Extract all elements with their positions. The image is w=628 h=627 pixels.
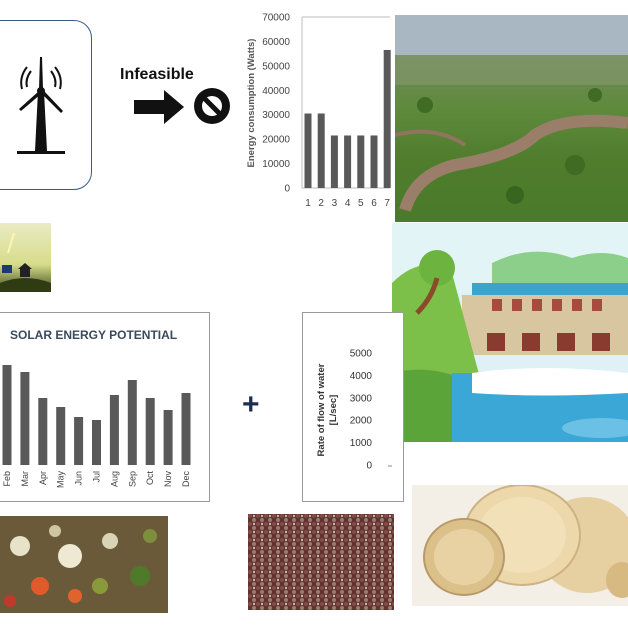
month-tick-label: Oct: [145, 471, 155, 486]
solar-chart-title: SOLAR ENERGY POTENTIAL: [10, 328, 178, 342]
x-tick-label: 3: [332, 198, 338, 209]
solar-house-illustration: [0, 223, 51, 292]
energy-bar: [344, 135, 352, 188]
flow-chart-frame: [302, 312, 404, 502]
y-tick-label: 40000: [262, 86, 290, 97]
flow-y-tick-label: 1000: [350, 438, 373, 449]
wind-turbine-icon: [17, 57, 65, 154]
flow-y-tick-label: 2000: [350, 416, 373, 427]
y-tick-label: 10000: [262, 159, 290, 170]
energy-bar: [304, 113, 312, 188]
river-valley-photo: [395, 15, 628, 222]
infeasible-label: Infeasible: [120, 66, 194, 83]
month-tick-label: Sep: [127, 471, 137, 487]
x-tick-label: 4: [345, 198, 351, 209]
x-tick-label: 1: [305, 198, 311, 209]
water-flow-chart: 0 1000 2000 3000 4000 5000 Rate of flow of wa…: [316, 349, 392, 472]
solar-bar: [74, 417, 84, 465]
y-tick-label: 50000: [262, 61, 290, 72]
month-tick-label: Mar: [20, 471, 30, 487]
y-tick-label: 0: [284, 184, 290, 195]
solar-bar: [92, 420, 101, 465]
millet-grains-photo: [248, 514, 394, 610]
flow-y-tick-label: 0: [366, 461, 372, 472]
month-tick-label: Apr: [38, 471, 48, 485]
energy-bar: [317, 113, 325, 188]
flow-y-tick-label: 3000: [350, 393, 373, 404]
solar-chart-frame: [0, 312, 210, 502]
solar-bar: [181, 393, 191, 465]
energy-bar: [357, 135, 365, 188]
solar-bar: [109, 395, 119, 465]
y-tick-label: 20000: [262, 135, 290, 146]
solar-bar: [145, 398, 155, 465]
month-tick-label: Jun: [74, 471, 84, 486]
y-tick-label: 60000: [262, 37, 290, 48]
y-tick-label: 30000: [262, 110, 290, 121]
energy-bar: [383, 49, 391, 188]
x-tick-label: 7: [384, 198, 390, 209]
solar-bar: [56, 407, 66, 465]
solar-bar: [127, 380, 137, 465]
flow-y-axis-label-line2: [L/sec]: [328, 395, 339, 426]
flow-y-tick-label: 4000: [350, 371, 373, 382]
plus-symbol: +: [242, 388, 260, 421]
food-waste-photo: [0, 516, 168, 613]
solar-bar: [2, 365, 12, 465]
x-tick-label: 2: [318, 198, 324, 209]
month-tick-label: Aug: [109, 471, 119, 487]
solar-energy-chart: Feb Mar Apr May Jun Jul Aug Sep Oct Nov Dec: [2, 365, 191, 489]
solar-bar: [163, 410, 173, 465]
energy-bar: [330, 135, 338, 188]
hydro-dam-illustration: [392, 223, 628, 442]
x-tick-label: 5: [358, 198, 364, 209]
no-entry-icon: [194, 88, 230, 124]
month-tick-label: Dec: [181, 471, 191, 488]
month-tick-label: Jul: [92, 471, 102, 483]
energy-y-axis-label: Energy consumption (Watts): [246, 39, 257, 168]
month-tick-label: Feb: [2, 471, 12, 487]
energy-bar: [370, 135, 378, 188]
month-tick-label: Nov: [163, 471, 173, 488]
y-tick-label: 70000: [262, 13, 290, 24]
wind-energy-card: [0, 20, 92, 190]
month-tick-label: May: [56, 471, 66, 489]
flow-y-axis-label-line1: Rate of flow of water: [316, 363, 327, 456]
arrow-right-icon: [134, 90, 184, 124]
solar-bar: [20, 372, 30, 465]
x-tick-label: 6: [371, 198, 377, 209]
flow-y-tick-label: 5000: [350, 349, 373, 360]
palm-leaf-plates-photo: [412, 485, 628, 606]
solar-bar: [38, 398, 48, 465]
